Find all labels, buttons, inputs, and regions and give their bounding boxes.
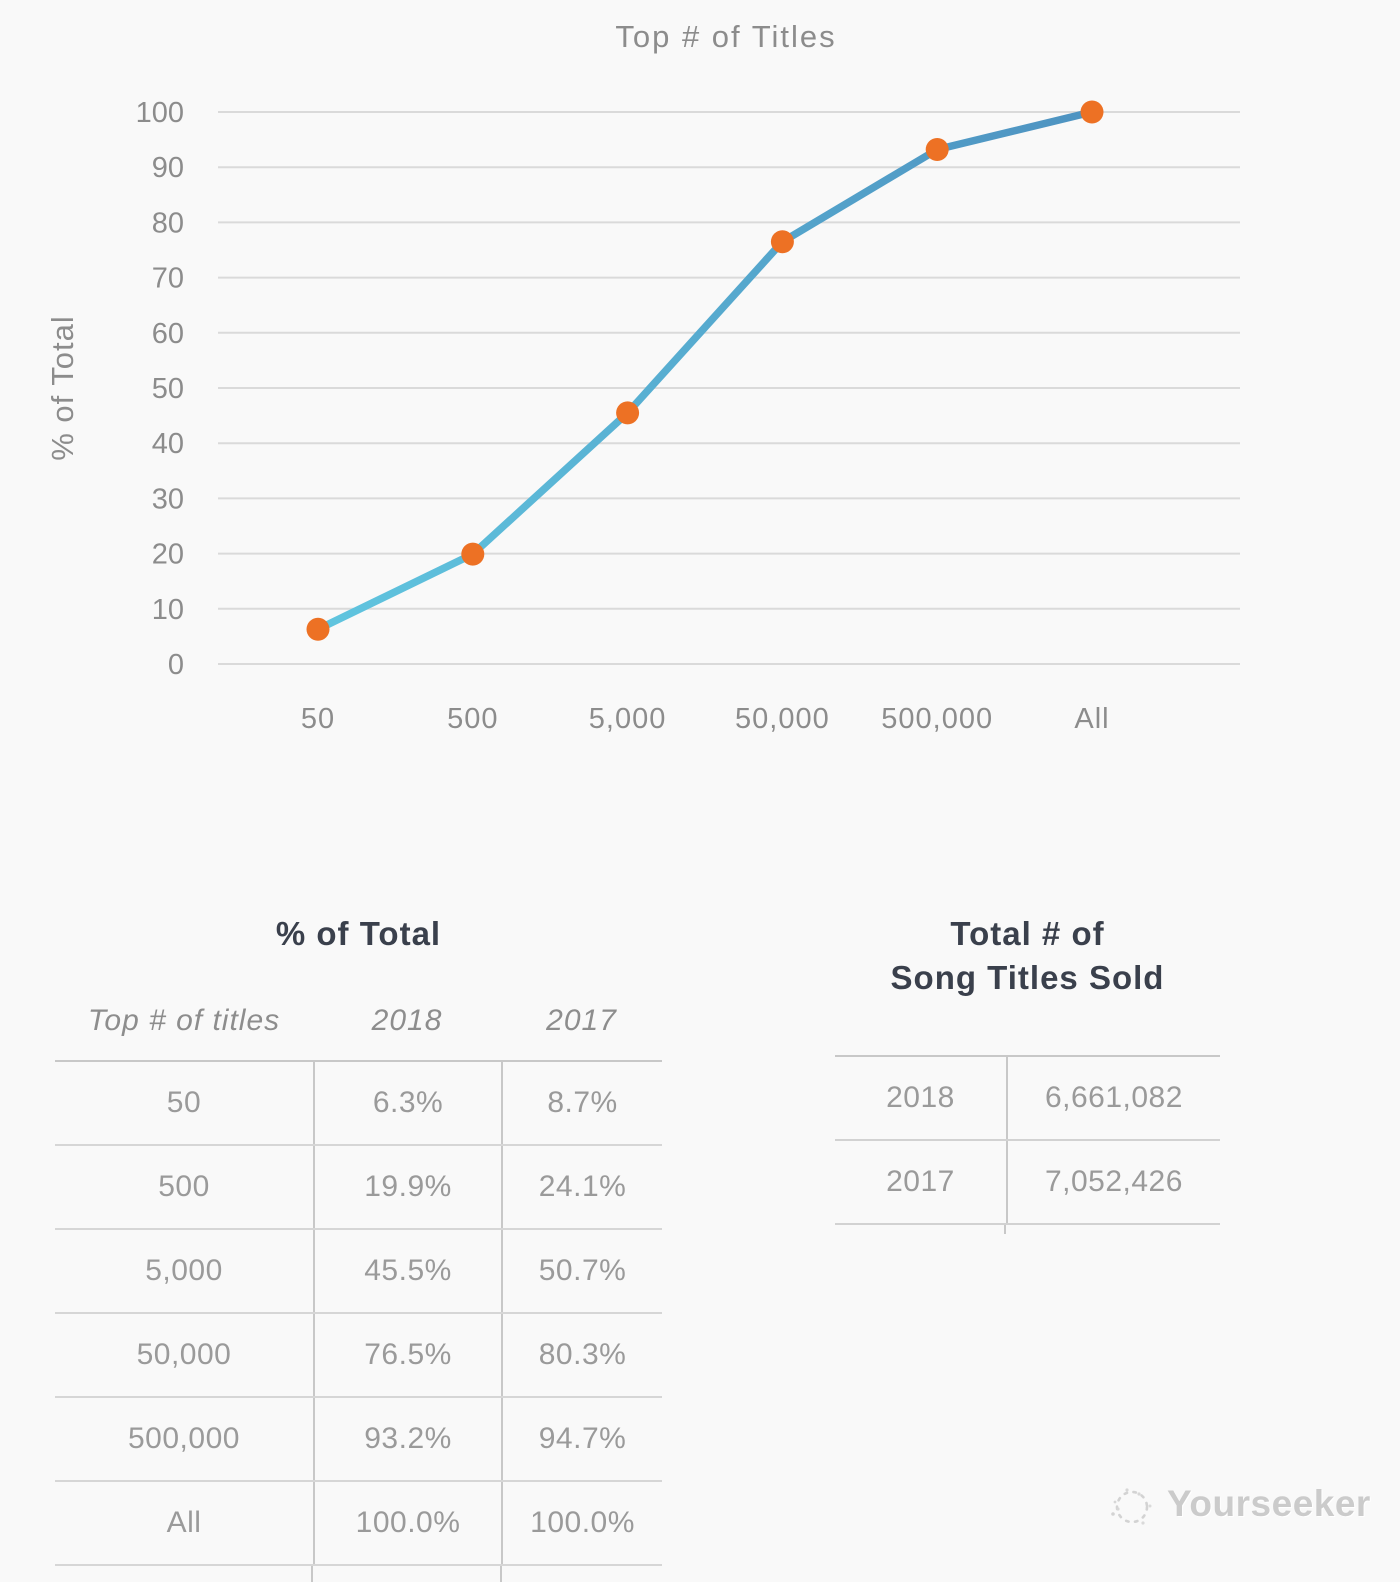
table-row: 50,000 76.5% 80.3%: [55, 1314, 662, 1398]
cell-2017: 80.3%: [501, 1314, 662, 1396]
cell-2018: 100.0%: [312, 1482, 501, 1564]
cell-2018: 93.2%: [312, 1398, 501, 1480]
table-row: All 100.0% 100.0%: [55, 1482, 662, 1566]
cell-2018: 76.5%: [312, 1314, 501, 1396]
data-point-marker: [770, 230, 794, 254]
table-row: 5,000 45.5% 50.7%: [55, 1230, 662, 1314]
percent-table: % of Total Top # of titles 2018 2017 50 …: [55, 912, 662, 1582]
totals-title-line2: Song Titles Sold: [890, 958, 1165, 996]
cell-2017: 50.7%: [501, 1230, 662, 1312]
cell-total: 6,661,082: [1005, 1057, 1220, 1140]
data-point-marker: [461, 542, 485, 566]
y-tick-label: 40: [152, 428, 184, 460]
y-tick-label: 70: [152, 263, 184, 295]
y-tick-label: 60: [152, 318, 184, 350]
table-row: 2018 6,661,082: [835, 1057, 1220, 1142]
cell-2017: 8.7%: [501, 1062, 662, 1144]
column-header-top-titles: Top # of titles: [87, 1004, 281, 1037]
data-line: [314, 108, 1096, 633]
x-tick-label: 500,000: [881, 703, 993, 735]
table-row: 2017 7,052,426: [835, 1141, 1220, 1226]
table-tail-rules: [55, 1566, 662, 1582]
cell-year: 2017: [886, 1165, 955, 1199]
y-tick-label: 10: [152, 594, 184, 626]
data-point-marker: [925, 138, 949, 162]
x-tick-label: 50,000: [735, 703, 830, 735]
x-tick-label: 50: [301, 703, 335, 735]
cell-2018: 45.5%: [312, 1230, 501, 1312]
data-point-marker: [616, 401, 640, 425]
cell-total: 7,052,426: [1005, 1141, 1220, 1224]
x-tick-label: 500: [447, 703, 498, 735]
table-row: 500,000 93.2% 94.7%: [55, 1398, 662, 1482]
cell-titles: 500: [158, 1170, 210, 1203]
x-tick-label: All: [1074, 703, 1109, 735]
percent-table-header: Top # of titles 2018 2017: [55, 960, 662, 1062]
cell-2017: 94.7%: [501, 1398, 662, 1480]
chart-title: Top # of Titles: [615, 19, 836, 54]
totals-table-body: 2018 6,661,082 2017 7,052,426: [835, 1055, 1220, 1235]
table-tail-rules: [835, 1225, 1220, 1235]
y-tick-label: 100: [136, 97, 184, 129]
y-tick-label: 50: [152, 373, 184, 405]
table-row: 500 19.9% 24.1%: [55, 1146, 662, 1230]
watermark-label: Yourseeker: [1167, 1483, 1371, 1524]
x-tick-label: 5,000: [589, 703, 667, 735]
y-tick-label: 80: [152, 207, 184, 239]
cell-2018: 19.9%: [312, 1146, 501, 1228]
yourseeker-logo-icon: [1111, 1488, 1152, 1525]
cell-titles: All: [166, 1506, 202, 1539]
y-tick-label: 30: [152, 483, 184, 515]
totals-title-line1: Total # of: [950, 915, 1105, 952]
column-header-2017: 2017: [546, 1004, 617, 1037]
cell-titles: 5,000: [145, 1254, 223, 1287]
cell-2017: 100.0%: [501, 1482, 662, 1564]
cell-titles: 50: [166, 1086, 202, 1119]
cell-titles: 50,000: [136, 1338, 232, 1371]
y-tick-label: 0: [168, 649, 184, 681]
y-axis-title: % of Total: [45, 315, 80, 461]
totals-table-title: Total # of Song Titles Sold: [835, 912, 1220, 999]
totals-table: Total # of Song Titles Sold 2018 6,661,0…: [835, 912, 1220, 1235]
cell-2017: 24.1%: [501, 1146, 662, 1228]
line-chart: 0 10 20 30 40 50 60 70 80 90 100 50 500 5,000 50,000 50…: [45, 19, 1240, 735]
cell-2018: 6.3%: [312, 1062, 501, 1144]
data-point-marker: [1080, 100, 1104, 124]
cell-year: 2018: [886, 1081, 955, 1115]
cell-titles: 500,000: [128, 1422, 240, 1455]
y-tick-label: 20: [152, 539, 184, 571]
watermark: Yourseeker: [1103, 1476, 1371, 1532]
table-row: 50 6.3% 8.7%: [55, 1062, 662, 1146]
percent-table-title: % of Total: [275, 915, 442, 952]
column-header-2018: 2018: [371, 1004, 443, 1037]
data-point-marker: [306, 617, 330, 641]
y-tick-label: 90: [152, 152, 184, 184]
